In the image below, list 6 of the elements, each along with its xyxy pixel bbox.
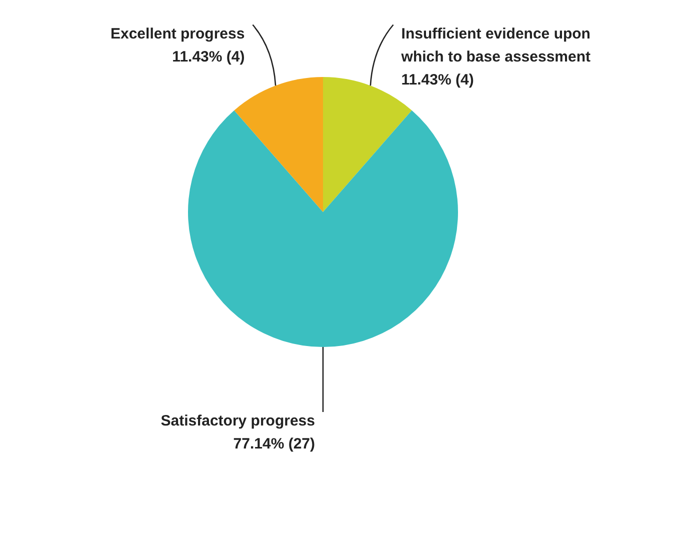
slice-label: Insufficient evidence upon which to base assessment: [400, 25, 591, 66]
slice-label: Satisfactory progress: [160, 412, 315, 430]
slice-label: Excellent progress: [110, 25, 245, 42]
data-label: 77.14% (27): [233, 436, 315, 453]
data-label: 11.43% (4): [172, 48, 245, 66]
data-label: 11.43% (4): [401, 71, 474, 88]
